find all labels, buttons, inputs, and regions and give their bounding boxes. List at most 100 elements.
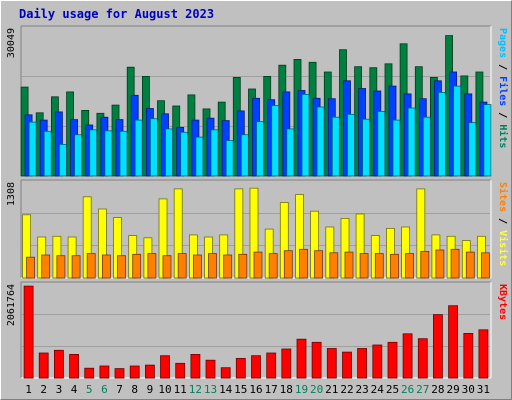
bar-sites-day-5 [86,253,96,279]
bar-kbytes-day-14 [220,367,231,379]
bar-sites-day-22 [344,251,354,279]
x-tick-label-day-29: 29 [446,383,459,396]
bar-pages-day-2 [43,130,52,177]
x-tick-label-day-25: 25 [386,383,399,396]
bar-kbytes-day-22 [342,351,352,379]
bar-sites-day-25 [390,253,399,279]
bar-sites-day-6 [102,254,111,279]
bar-pages-day-16 [256,121,264,177]
x-tick-label-day-26: 26 [401,383,414,396]
bar-sites-day-19 [299,248,308,279]
bar-sites-day-11 [177,253,187,279]
legend-entry: Visits [497,230,509,266]
bar-pages-day-20 [316,106,325,177]
bar-kbytes-day-31 [478,329,489,379]
bar-sites-day-4 [71,255,81,279]
bar-pages-day-29 [453,85,462,177]
bar-sites-day-7 [117,255,126,279]
x-tick-label-day-11: 11 [174,383,187,396]
bar-pages-day-14 [225,140,234,177]
bar-pages-day-30 [468,122,477,177]
bar-sites-day-10 [162,255,172,279]
x-tick-label-day-10: 10 [158,383,171,396]
bar-kbytes-day-4 [69,353,79,379]
x-tick-label-day-22: 22 [340,383,353,396]
bar-pages-day-9 [149,118,158,177]
x-tick-label-day-7: 7 [116,383,123,396]
bar-kbytes-day-5 [84,367,95,379]
bar-sites-day-18 [283,250,293,279]
bar-sites-day-3 [56,255,66,279]
legend-kbytes: KBytes [497,284,508,320]
bar-kbytes-day-24 [372,344,383,379]
bar-sites-day-20 [314,250,324,279]
bar-pages-day-17 [271,105,280,177]
bar-sites-day-8 [132,253,142,279]
legend-entry: / [497,212,508,230]
x-tick-label-day-28: 28 [431,383,444,396]
x-tick-label-day-3: 3 [56,383,63,396]
bar-kbytes-day-27 [417,338,428,379]
bar-sites-day-9 [147,253,157,279]
legend-hits-files-pages: Pages / Files / Hits [497,28,509,148]
x-tick-label-day-1: 1 [25,383,32,396]
legend-entry: Sites [497,182,509,212]
bar-kbytes-day-15 [235,357,246,379]
bar-sites-day-28 [435,249,445,279]
chart-title: Daily usage for August 2023 [19,7,215,21]
bar-pages-day-26 [407,107,416,177]
bar-kbytes-day-12 [190,353,201,379]
x-tick-label-day-14: 14 [219,383,233,396]
bar-sites-day-24 [374,253,384,279]
x-tick-label-day-5: 5 [86,383,93,396]
bar-pages-day-15 [240,134,249,177]
x-tick-label-day-13: 13 [204,383,217,396]
x-tick-label-day-18: 18 [280,383,293,396]
x-tick-label-day-17: 17 [265,383,278,396]
x-tick-label-day-4: 4 [71,383,78,396]
bar-pages-day-11 [180,131,189,177]
bar-kbytes-day-16 [251,355,261,379]
x-tick-label-day-30: 30 [462,383,475,396]
bar-kbytes-day-3 [54,349,64,379]
bar-kbytes-day-7 [114,368,125,379]
legend-entry: Files [497,76,509,106]
x-tick-label-day-8: 8 [131,383,138,396]
bar-pages-day-25 [392,119,401,177]
bar-kbytes-day-30 [463,332,474,379]
x-tick-label-day-12: 12 [189,383,202,396]
bar-sites-day-12 [192,254,202,279]
bar-pages-day-18 [286,128,295,177]
bar-kbytes-day-10 [160,355,170,379]
bar-kbytes-day-1 [23,285,34,379]
bar-kbytes-day-23 [357,348,368,379]
bar-pages-day-13 [210,129,219,177]
bar-sites-day-30 [465,251,475,279]
bar-kbytes-day-17 [266,352,277,379]
bar-pages-day-4 [74,134,82,177]
x-tick-label-day-20: 20 [310,383,323,396]
bar-pages-day-19 [301,94,310,177]
bar-pages-day-8 [134,119,143,177]
bar-sites-day-1 [26,256,36,279]
bar-sites-day-16 [253,251,263,279]
legend-visits-sites: Sites / Visits [497,182,509,266]
bar-sites-day-31 [480,252,490,279]
bar-kbytes-day-21 [326,348,337,379]
bar-kbytes-day-2 [38,352,49,379]
bar-kbytes-day-19 [296,338,307,379]
bar-kbytes-day-20 [311,341,322,379]
x-tick-label-day-15: 15 [234,383,247,396]
bar-pages-day-3 [59,143,67,177]
bar-sites-day-14 [223,254,233,279]
bar-pages-day-7 [119,130,128,177]
bar-kbytes-day-9 [144,364,155,379]
legend-entry: KBytes [497,284,508,320]
legend-entry: / [497,106,508,124]
bar-kbytes-day-11 [175,362,186,379]
legend-entry: / [497,58,508,76]
bar-pages-day-12 [195,136,204,177]
x-tick-label-day-9: 9 [147,383,154,396]
bar-kbytes-day-18 [281,348,292,379]
x-tick-label-day-21: 21 [325,383,338,396]
